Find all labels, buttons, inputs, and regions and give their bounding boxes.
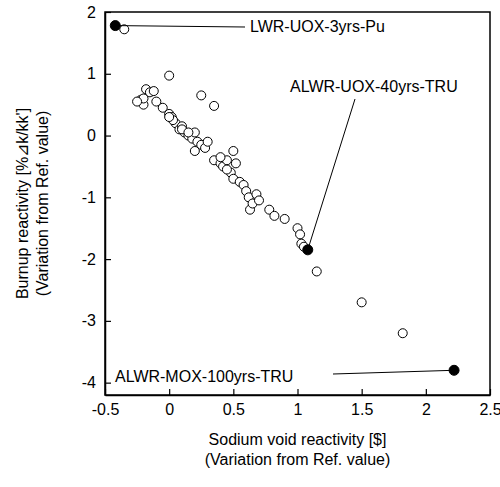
point bbox=[398, 329, 407, 338]
tick-mark bbox=[105, 259, 111, 260]
point bbox=[270, 211, 279, 220]
tick-label: 2 bbox=[87, 4, 96, 21]
y-axis-title: (Variation from Ref. value) bbox=[34, 111, 51, 297]
tick-label: 0 bbox=[87, 127, 96, 144]
tick-label: -1 bbox=[82, 189, 96, 206]
x-axis-title: (Variation from Ref. value) bbox=[205, 451, 391, 468]
tick-label: 1 bbox=[87, 65, 96, 82]
leader-line bbox=[308, 99, 355, 250]
point bbox=[357, 298, 366, 307]
annotations: LWR-UOX-3yrs-Pu ALWR-UOX-40yrs-TRU ALWR-MO… bbox=[115, 18, 458, 385]
tick: 1 bbox=[294, 389, 303, 418]
y-axis-title: Burnup reactivity [%⊿k/kk'] bbox=[14, 108, 31, 299]
tick: 2 bbox=[422, 389, 431, 418]
tick: -4 bbox=[82, 374, 111, 391]
point bbox=[184, 128, 193, 137]
plot-frame bbox=[105, 12, 490, 395]
point bbox=[312, 267, 321, 276]
tick-mark bbox=[426, 389, 427, 395]
tick-mark bbox=[362, 389, 363, 395]
tick-label: -4 bbox=[82, 374, 96, 391]
tick-label: 0 bbox=[165, 401, 174, 418]
tick-label: 1 bbox=[294, 401, 303, 418]
point bbox=[210, 101, 219, 110]
point bbox=[231, 159, 240, 168]
tick: 0.5 bbox=[223, 389, 245, 418]
tick: 0 bbox=[87, 127, 111, 144]
tick-label: 0.5 bbox=[223, 401, 245, 418]
leader-line bbox=[333, 370, 454, 374]
annotation-label: LWR-UOX-3yrs-Pu bbox=[250, 18, 385, 35]
point bbox=[197, 91, 206, 100]
plot: -0.5 0 0.5 1 1.5 2 2.5 -4 -3 -2 -1 0 1 2 LWR-UOX-3yrs-… bbox=[82, 4, 500, 419]
tick: -3 bbox=[82, 312, 111, 329]
tick-mark bbox=[105, 383, 111, 384]
chart: -0.5 0 0.5 1 1.5 2 2.5 -4 -3 -2 -1 0 1 2 LWR-UOX-3yrs-… bbox=[0, 0, 500, 487]
leader-line bbox=[115, 26, 245, 27]
tick-mark bbox=[105, 135, 111, 136]
tick-mark bbox=[105, 321, 111, 322]
tick-label: 2.5 bbox=[479, 401, 500, 418]
tick-mark bbox=[105, 74, 111, 75]
tick: -2 bbox=[82, 251, 111, 268]
tick-label: 1.5 bbox=[351, 401, 373, 418]
tick: 1.5 bbox=[351, 389, 373, 418]
point bbox=[216, 153, 225, 162]
tick-label: 2 bbox=[422, 401, 431, 418]
point bbox=[296, 230, 305, 239]
point bbox=[203, 137, 212, 146]
point bbox=[255, 196, 264, 205]
point bbox=[222, 165, 231, 174]
tick-mark bbox=[105, 197, 111, 198]
x-axis-title: Sodium void reactivity [$] bbox=[209, 431, 387, 448]
point bbox=[190, 146, 199, 155]
point bbox=[165, 71, 174, 80]
x-axis: -0.5 0 0.5 1 1.5 2 2.5 bbox=[92, 389, 500, 418]
annotation-label: ALWR-MOX-100yrs-TRU bbox=[115, 368, 293, 385]
tick-mark bbox=[297, 389, 298, 395]
tick-label: -2 bbox=[82, 251, 96, 268]
tick-mark bbox=[233, 389, 234, 395]
y-axis: -4 -3 -2 -1 0 1 2 bbox=[82, 4, 111, 396]
tick: 1 bbox=[87, 65, 111, 82]
tick-label: -3 bbox=[82, 312, 96, 329]
point bbox=[149, 87, 158, 96]
points bbox=[110, 21, 459, 376]
tick: 0 bbox=[165, 389, 174, 418]
annotation-label: ALWR-UOX-40yrs-TRU bbox=[290, 78, 458, 95]
point bbox=[280, 214, 289, 223]
point bbox=[133, 97, 142, 106]
tick-label: -0.5 bbox=[92, 401, 120, 418]
point bbox=[229, 146, 238, 155]
tick: -1 bbox=[82, 189, 111, 206]
tick-mark bbox=[169, 389, 170, 395]
point bbox=[165, 113, 174, 122]
